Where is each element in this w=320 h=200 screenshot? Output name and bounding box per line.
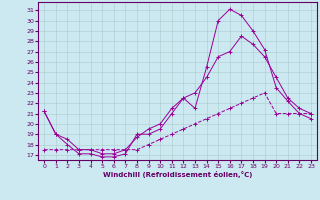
X-axis label: Windchill (Refroidissement éolien,°C): Windchill (Refroidissement éolien,°C) xyxy=(103,171,252,178)
